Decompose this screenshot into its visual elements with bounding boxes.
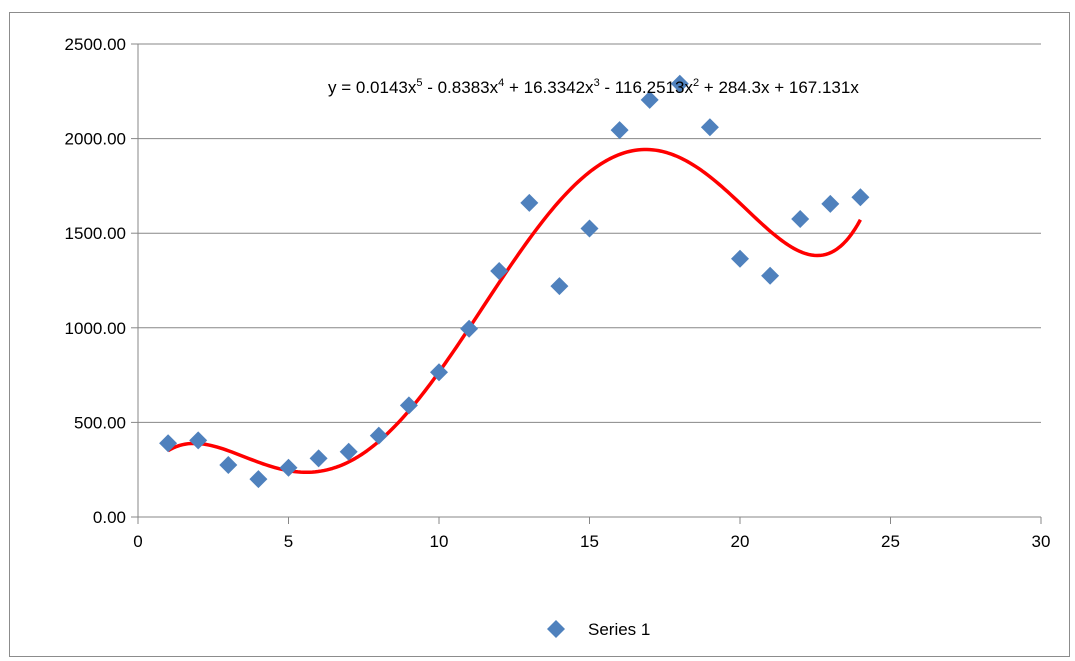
equation-term-3: - 116.2513x	[600, 78, 694, 97]
x-tick-label-6: 30	[1032, 532, 1051, 551]
equation-term-1: - 0.8383x	[423, 78, 499, 97]
trendline-curve	[167, 147, 862, 475]
equation-exponent-0: 5	[416, 77, 422, 89]
data-point-5	[279, 458, 298, 477]
equation-exponent-2: 3	[594, 77, 600, 89]
data-point-12	[490, 262, 509, 281]
y-tick-label-5: 2500.00	[65, 35, 126, 54]
x-tick-label-2: 10	[430, 532, 449, 551]
equation-exponent-3: 2	[693, 77, 699, 89]
data-point-22	[791, 210, 810, 229]
equation-term-2: + 16.3342x	[504, 78, 594, 97]
legend-label: Series 1	[588, 620, 650, 639]
data-point-1	[159, 434, 178, 453]
data-point-2	[189, 431, 208, 450]
y-tick-label-4: 2000.00	[65, 130, 126, 149]
data-point-14	[550, 277, 569, 296]
data-point-23	[821, 194, 840, 213]
data-point-20	[731, 249, 749, 268]
x-tick-label-0: 0	[133, 532, 142, 551]
data-point-17	[640, 90, 659, 109]
x-tick-label-5: 25	[881, 532, 900, 551]
data-point-9	[399, 396, 418, 415]
data-point-13	[520, 193, 539, 212]
equation-exponent-1: 4	[498, 77, 504, 89]
data-point-7	[339, 442, 358, 461]
y-tick-label-2: 1000.00	[65, 319, 126, 338]
data-point-15	[580, 219, 599, 238]
trendline-equation: y = 0.0143x5 - 0.8383x4 + 16.3342x3 - 11…	[328, 77, 859, 97]
chart-frame	[9, 12, 1070, 657]
legend-marker	[547, 620, 565, 638]
equation-term-4: + 284.3x + 167.131x	[699, 78, 859, 97]
y-tick-label-3: 1500.00	[65, 224, 126, 243]
y-tick-label-0: 0.00	[93, 508, 126, 527]
y-tick-label-1: 500.00	[74, 413, 126, 432]
data-point-19	[700, 118, 719, 137]
data-point-16	[610, 121, 629, 140]
data-point-6	[309, 449, 328, 468]
x-tick-label-1: 5	[284, 532, 293, 551]
data-point-8	[369, 426, 388, 445]
data-point-3	[219, 455, 238, 474]
x-tick-label-4: 20	[731, 532, 750, 551]
data-points	[159, 74, 870, 489]
data-point-24	[851, 188, 870, 207]
data-point-4	[249, 470, 268, 489]
gridlines	[138, 43, 1041, 423]
data-point-11	[460, 319, 479, 338]
legend: Series 1	[547, 620, 650, 639]
equation-term-0: y = 0.0143x	[328, 78, 417, 97]
x-tick-label-3: 15	[580, 532, 599, 551]
axes: 0.00 500.00 1000.00 1500.00 2000.00 2500.00 0 5…	[65, 35, 1051, 551]
data-point-10	[430, 363, 448, 382]
data-point-21	[761, 266, 780, 285]
trendline-layer	[167, 147, 862, 475]
data-point-18	[670, 74, 689, 93]
